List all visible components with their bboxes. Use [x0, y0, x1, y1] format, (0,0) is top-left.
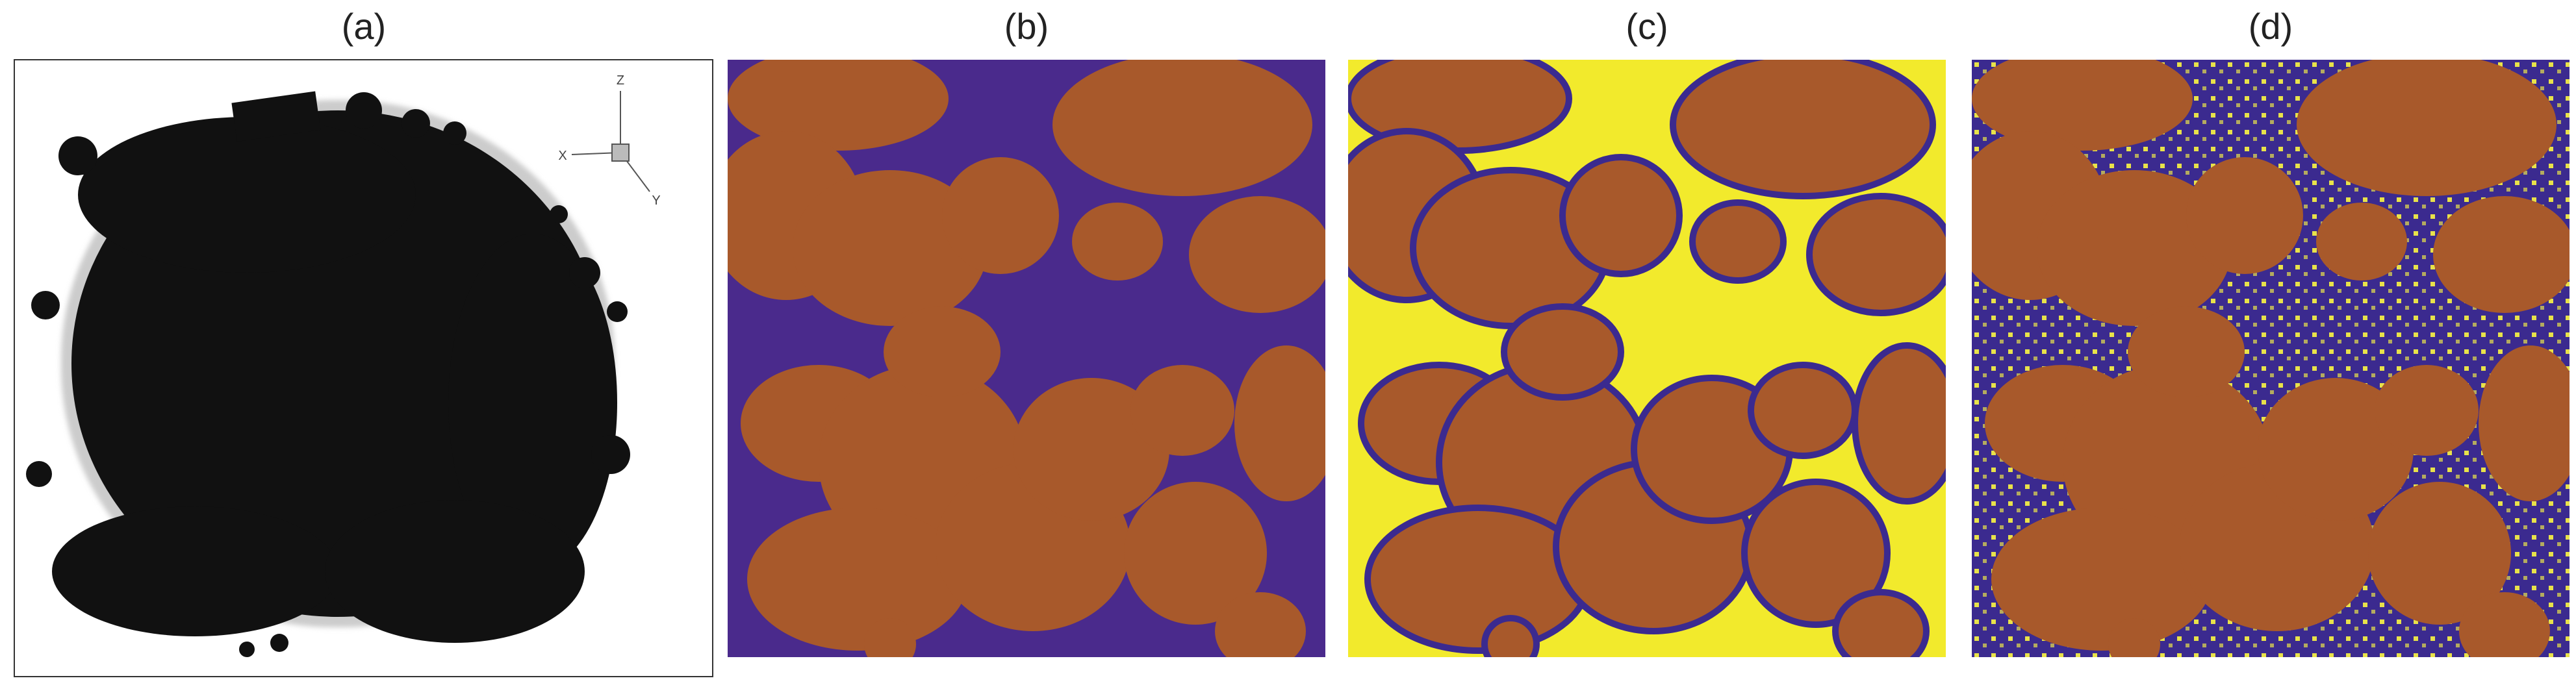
panel-c	[1348, 60, 1946, 657]
panel-label: (a)	[342, 6, 386, 47]
panel-a: Z X Y	[14, 59, 713, 677]
axis-label: X	[558, 149, 567, 163]
panel-b	[728, 60, 1325, 657]
panel-label: (b)	[1004, 6, 1049, 47]
panel-label: (d)	[2249, 6, 2293, 47]
axis-label: Z	[617, 73, 624, 88]
axis-label: Y	[652, 194, 660, 208]
panel-label: (c)	[1626, 6, 1668, 47]
panel-d	[1972, 60, 2570, 657]
